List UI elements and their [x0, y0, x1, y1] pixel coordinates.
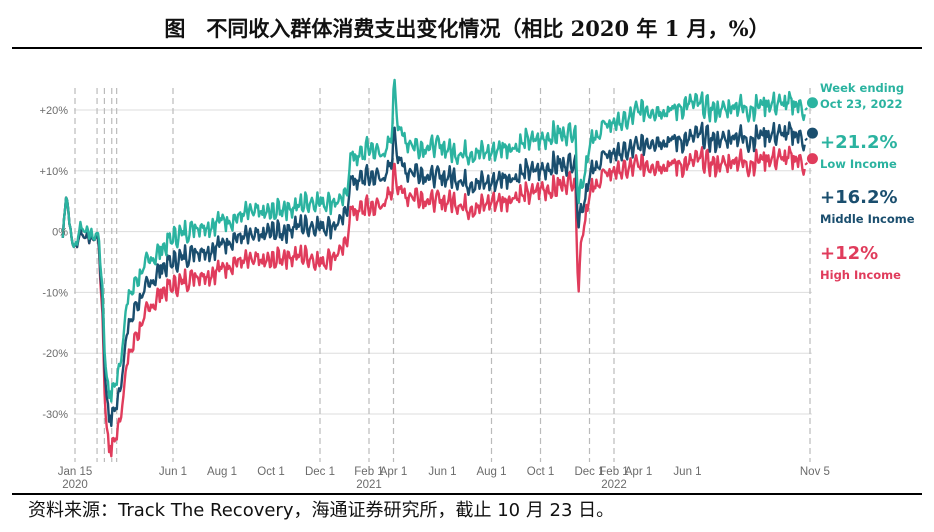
- y-tick-label: -20%: [42, 348, 68, 360]
- x-tick-label: Jun 1: [673, 466, 701, 478]
- end-dot: [806, 127, 818, 139]
- y-tick-label: -30%: [42, 409, 68, 421]
- x-tick-year: 2021: [356, 479, 382, 491]
- high-income-value: +12%: [820, 243, 878, 264]
- series-line: [61, 121, 806, 428]
- middle-income-name: Middle Income: [820, 212, 915, 226]
- y-tick-label: -10%: [42, 287, 68, 299]
- series-layer: [61, 78, 806, 458]
- x-tick-label: Oct 1: [527, 466, 554, 478]
- x-tick-label: Nov 5: [800, 466, 830, 478]
- source-note: 资料来源：Track The Recovery，海通证券研究所，截止 10 月 …: [28, 500, 615, 521]
- x-tick-label: Dec 1: [305, 466, 335, 478]
- x-tick-label: Aug 1: [207, 466, 237, 478]
- y-axis: +20% +10% 0% -10% -20% -30%: [40, 105, 69, 421]
- figure-title: 图 不同收入群体消费支出变化情况（相比 2020 年 1 月，%）: [164, 16, 770, 41]
- x-tick-label: Jun 1: [159, 466, 187, 478]
- end-markers: [804, 97, 818, 166]
- x-tick-label: Aug 1: [476, 466, 506, 478]
- y-tick-label: 0%: [52, 227, 68, 239]
- high-income-name: High Income: [820, 268, 901, 282]
- y-tick-label: +20%: [40, 105, 69, 117]
- x-tick-label: Oct 1: [257, 466, 284, 478]
- x-tick-label: Apr 1: [380, 466, 408, 478]
- x-tick-label: Feb 1: [599, 466, 628, 478]
- x-tick-year: 2022: [601, 479, 627, 491]
- y-tick-label: +10%: [40, 166, 69, 178]
- week-ending-label: Week ending: [820, 81, 904, 95]
- title-rule: [12, 47, 922, 49]
- low-income-name: Low Income: [820, 157, 897, 171]
- grid-layer: [74, 109, 812, 415]
- source-rule: [12, 493, 922, 495]
- x-tick-label: Jan 15: [58, 466, 93, 478]
- x-tick-label: Feb 1: [354, 466, 383, 478]
- end-dot: [806, 97, 818, 109]
- week-date-label: Oct 23, 2022: [820, 97, 902, 111]
- middle-income-value: +16.2%: [820, 187, 898, 208]
- series-end-labels: Week ending Oct 23, 2022 +21.2% Low Inco…: [820, 81, 915, 282]
- x-tick-label: Apr 1: [625, 466, 653, 478]
- x-tick-label: Dec 1: [574, 466, 604, 478]
- x-tick-year: 2020: [62, 479, 88, 491]
- series-line: [61, 78, 806, 403]
- low-income-value: +21.2%: [820, 132, 898, 153]
- end-dot: [806, 153, 818, 165]
- x-tick-label: Jun 1: [428, 466, 456, 478]
- series-line: [61, 145, 806, 458]
